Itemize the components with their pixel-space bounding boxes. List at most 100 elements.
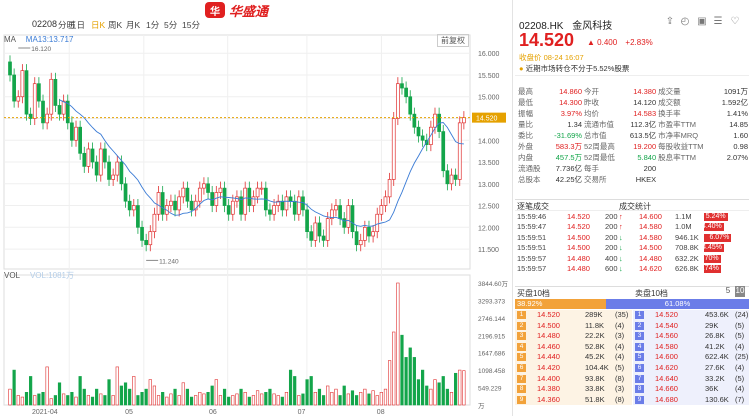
bid-price: 14.420 — [537, 362, 560, 372]
tab-trade-stats[interactable]: 成交统计 — [619, 202, 651, 211]
adjust-dropdown[interactable]: 前复权 — [437, 34, 469, 47]
candle-body — [115, 161, 120, 176]
orderbook-row: 6 14.420 104.4K (5) 6 14.620 27.6K (4) — [515, 362, 749, 374]
volume-tick-label: 1647.686 — [478, 351, 505, 358]
quote-value: 14.860 — [559, 87, 583, 96]
tab-daily-k[interactable]: 日K — [91, 20, 106, 30]
stat-percent-bar: 4.40% — [702, 223, 724, 232]
candle-body — [12, 74, 16, 102]
candle-body — [358, 240, 363, 246]
ask-level: 1 — [635, 311, 644, 319]
volume-bar — [433, 379, 437, 406]
depth-5-button[interactable]: 5 — [725, 286, 731, 295]
price-tick-label: 12.500 — [478, 204, 500, 211]
quote-value: 1.60 — [733, 131, 748, 140]
notice-bar[interactable]: ● 近期市场转仓不分于5.52%股票 — [515, 63, 749, 76]
low-marker-label: 11.240 — [159, 258, 179, 265]
price-chart[interactable]: 16.00015.50015.00014.50014.00013.50013.0… — [0, 33, 510, 416]
tab-1min[interactable]: 1分 — [146, 20, 160, 30]
candle-body — [197, 187, 202, 202]
tab-5min[interactable]: 5分 — [164, 20, 178, 30]
candle-body — [61, 100, 66, 115]
volume-bar — [326, 385, 330, 406]
volume-bar — [297, 395, 301, 406]
price-tick-label: 16.000 — [478, 51, 500, 58]
volume-bar — [140, 392, 144, 406]
volume-bar — [264, 392, 268, 406]
note-icon[interactable]: ☰ — [713, 16, 723, 27]
quote-value: 14.583 — [633, 109, 657, 118]
quote-label: 每股收益TTM — [658, 142, 704, 151]
volume-bar — [276, 395, 280, 406]
bid-row-bg — [515, 341, 632, 353]
candle-body — [189, 200, 194, 211]
candle-body — [94, 161, 99, 176]
volume-bar — [429, 388, 433, 406]
tab-15min[interactable]: 15分 — [182, 20, 200, 30]
bid-volume: 33.8K — [585, 384, 605, 394]
candle-body — [119, 161, 124, 185]
trade-price: 14.520 — [567, 212, 590, 221]
quote-value: 613.5亿 — [629, 131, 657, 140]
volume-bar — [346, 393, 350, 406]
candle-body — [226, 205, 231, 215]
candle-body — [272, 205, 276, 215]
quote-panel: 02208.HK 金风科技 ⇪ ◴ ▣ ☰ ♡ 14.520 ▲ 0.400 +… — [512, 0, 750, 416]
volume-bar — [305, 379, 309, 406]
depth-10-button[interactable]: 10 — [735, 286, 745, 297]
stock-name: 金风科技 — [572, 21, 613, 32]
stat-volume: 1.0M — [675, 222, 692, 232]
bid-price: 14.440 — [537, 352, 560, 362]
orderbook-row: 1 14.520 289K (35) 1 14.520 453.6K (24) — [515, 310, 749, 321]
quote-value: 3.97% — [560, 109, 583, 118]
volume-bar — [321, 395, 326, 406]
volume-bar — [288, 369, 293, 406]
candle-body — [239, 196, 243, 215]
bid-row-bg — [515, 362, 632, 374]
favorite-icon[interactable]: ♡ — [730, 16, 740, 27]
quote-value: 1091万 — [723, 87, 748, 96]
tab-intraday[interactable]: 分时 — [58, 20, 76, 30]
candle-body — [404, 87, 408, 98]
bid-row-bg — [515, 373, 632, 385]
candle-body — [284, 196, 289, 211]
stock-title: 02208.HK 金风科技 — [519, 17, 612, 32]
quote-label: 均价 — [584, 109, 600, 118]
bid-orders: (8) — [615, 394, 625, 404]
candle-body — [387, 179, 392, 198]
notice-icon: ● — [519, 64, 524, 73]
candle-body — [156, 192, 161, 215]
candle-body — [144, 240, 149, 246]
tab-tick-trades[interactable]: 逐笔成交 — [517, 202, 549, 211]
quote-label: 今开 — [584, 87, 600, 96]
bid-level: 5 — [517, 353, 526, 362]
quote-row: 外盘 583.3万 52周最高 19.200 每股收益TTM 0.98 — [517, 141, 749, 152]
ask-row-bg — [633, 331, 749, 342]
bid-row-bg — [515, 352, 632, 363]
quote-label: 最高 — [518, 87, 533, 96]
volume-bar — [41, 392, 45, 406]
candle-body — [383, 196, 388, 206]
tab-weekly-k[interactable]: 周K — [108, 20, 123, 30]
quote-label: 流通股 — [518, 164, 541, 173]
volume-bar — [156, 395, 161, 406]
candle-body — [127, 200, 132, 211]
share-icon[interactable]: ⇪ — [665, 16, 675, 27]
trade-icon[interactable]: ▣ — [697, 16, 707, 27]
arrow-down-icon: ↓ — [619, 243, 623, 253]
tab-five-day[interactable]: 五日 — [68, 20, 86, 30]
bid-level: 2 — [517, 321, 526, 330]
ask-volume: 29K — [705, 320, 719, 330]
volume-bar — [421, 369, 425, 406]
trade-price: 14.480 — [567, 253, 590, 263]
tab-monthly-k[interactable]: 月K — [126, 20, 141, 30]
volume-bar — [247, 396, 251, 406]
volume-bar — [309, 376, 313, 406]
volume-bar — [388, 360, 392, 406]
trade-row: 15:59:51 14.500 200 ↓ 14.580 946.1K 6.07% — [515, 233, 749, 243]
alert-icon[interactable]: ◴ — [680, 16, 690, 27]
quote-row: 振幅 3.97% 均价 14.583 换手率 1.41% — [517, 108, 749, 119]
volume-bar — [280, 396, 284, 406]
bid-row-bg — [515, 310, 632, 321]
volume-bar — [441, 376, 445, 406]
